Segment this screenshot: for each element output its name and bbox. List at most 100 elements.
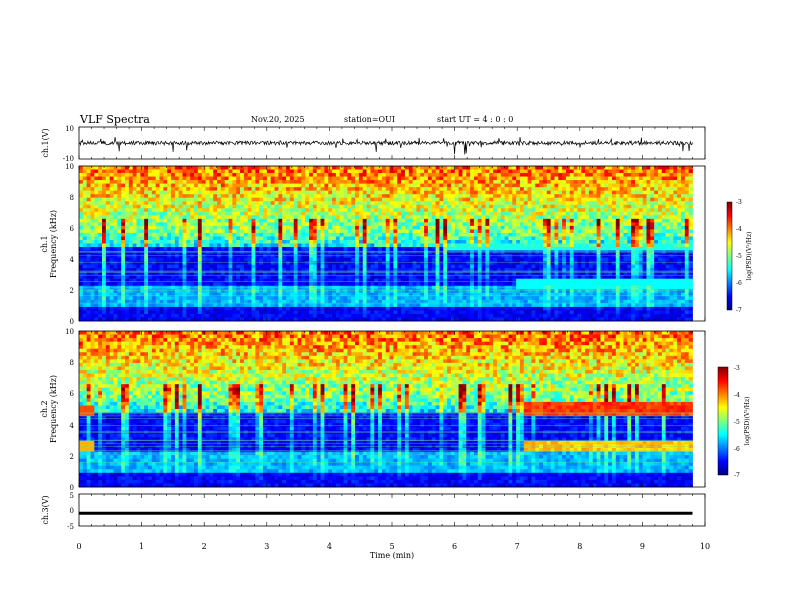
ch1-spectrogram-cell [611, 264, 617, 269]
ch1-spectrogram-cell [178, 190, 183, 195]
ch1-spectrogram-cell [190, 197, 195, 202]
ch1-spectrogram-cell [443, 176, 448, 181]
ch1-spectrogram-cell [332, 187, 337, 192]
ch1-spectrogram-cell [577, 225, 582, 230]
ch1-spectrogram-cell [650, 194, 655, 199]
ch1-spectrogram-cell [293, 243, 298, 248]
ch1-spectrogram-cell [190, 173, 195, 177]
ch1-spectrogram-cell [201, 183, 206, 188]
ch1-spectrogram-cell [611, 201, 617, 206]
ch1-spectrogram-cell [316, 204, 321, 209]
ch1-spectrogram-cell [500, 215, 505, 220]
ch1-spectrogram-cell [98, 218, 103, 223]
ch1-spectrogram-cell [519, 166, 525, 170]
ch1-spectrogram-cell [194, 243, 199, 248]
ch1-spectrogram-cell [416, 264, 421, 269]
ch1-spectrogram-cell [339, 204, 344, 209]
ch1-spectrogram-cell [94, 208, 99, 213]
ch1-spectrogram-cell [332, 236, 337, 241]
ch1-spectrogram-cell [182, 243, 187, 248]
ch1-spectrogram-cell [508, 215, 513, 220]
ch1-spectrogram-cell [301, 218, 306, 223]
ch1-spectrogram-cell [136, 183, 141, 188]
ch1-spectrogram-cell [113, 190, 118, 195]
ch1-spectrogram-cell [194, 257, 199, 262]
ch1-spectrogram-cell [121, 271, 126, 276]
ch1-spectrogram-cell [182, 166, 187, 170]
ch1-spectrogram-cell [209, 243, 214, 248]
ch1-spectrogram-cell [604, 166, 609, 170]
ch1-spectrogram-cell [412, 173, 417, 177]
ch1-spectrogram-cell [148, 183, 153, 188]
ch1-spectrogram-cell [309, 190, 314, 195]
ch1-spectrogram-cell [573, 201, 578, 206]
ch1-spectrogram-cell [278, 232, 283, 237]
ch1-spectrogram-cell [324, 236, 329, 241]
ch1-spectrogram-cell [535, 208, 540, 213]
ch1-spectrogram-cell [312, 218, 318, 223]
ch1-spectrogram-cell [657, 247, 663, 251]
ch1-spectrogram-cell [309, 197, 314, 202]
ch1-spectrogram-cell [650, 201, 655, 206]
ch1-spectrogram-cell [266, 187, 272, 192]
ch1-spectrogram-cell [247, 239, 252, 244]
ch1-spectrogram-cell [266, 232, 272, 237]
ch1-spectrogram-cell [251, 190, 256, 195]
ch1-spectrogram-cell [677, 190, 682, 195]
ch1-spectrogram-cell [531, 166, 536, 170]
ch1-spectrogram-cell [447, 261, 452, 266]
ch1-spectrogram-cell [140, 261, 145, 266]
ch1-spectrogram-cell [167, 173, 172, 177]
ch1-spectrogram-cell [673, 208, 678, 213]
ch1-spectrogram-cell [585, 187, 590, 192]
ch1-spectrogram-cell [581, 239, 586, 244]
ch1-spectrogram-cell [247, 236, 252, 241]
ch1-spectrogram-cell [669, 257, 674, 262]
ch1-spectrogram-cell [174, 225, 180, 230]
ch1-spectrogram-cell [527, 257, 532, 262]
ch1-spectrogram-cell [362, 264, 367, 269]
ch1-spectrogram-cell [454, 250, 459, 255]
ch1-spectrogram-cell [240, 183, 245, 188]
ch1-spectrogram-cell [684, 190, 690, 195]
ch1-spectrogram-cell [588, 236, 594, 241]
ch1-spectrogram-cell [186, 236, 191, 241]
ch1-spectrogram-cell [519, 211, 525, 216]
ch1-spectrogram-cell [205, 222, 210, 227]
ch1-spectrogram-cell [508, 261, 513, 266]
ch1-spectrogram-cell [665, 194, 670, 199]
ch1-spectrogram-cell [600, 218, 605, 223]
ch1-spectrogram-cell [190, 183, 195, 188]
ch1-spectrogram-cell [186, 229, 191, 234]
ch1-spectrogram-cell [542, 169, 548, 174]
ch1-spectrogram-cell [228, 271, 233, 276]
ch1-spectrogram-cell [282, 180, 287, 185]
ch1-spectrogram-cell [565, 166, 571, 170]
ch1-spectrogram-cell [608, 261, 613, 266]
ch1-spectrogram-cell [358, 201, 364, 206]
ch1-spectrogram-cell [301, 194, 306, 199]
ch1-spectrogram-cell [247, 243, 252, 248]
ch1-spectrogram-cell [473, 204, 479, 209]
ch1-spectrogram-cell [642, 180, 647, 185]
ch1-spectrogram-cell [266, 247, 272, 251]
ch1-spectrogram-cell [286, 261, 291, 266]
ch1-spectrogram-cell [650, 218, 655, 223]
ch1-spectrogram-cell [144, 190, 149, 195]
ch1-spectrogram-cell [558, 187, 563, 192]
ch1-spectrogram-cell [577, 215, 582, 220]
ch1-spectrogram-cell [638, 225, 644, 230]
ch1-spectrogram-cell [646, 176, 651, 181]
ch1-spectrogram-cell [289, 169, 295, 174]
ch1-spectrogram-cell [604, 247, 609, 251]
ch1-spectrogram-cell [79, 169, 84, 174]
ch1-spectrogram-cell [266, 211, 272, 216]
ch1-spectrogram-cell [94, 201, 99, 206]
ch1-spectrogram-cell [680, 208, 686, 213]
ch1-spectrogram-cell [592, 187, 598, 192]
ch1-spectrogram-cell [148, 173, 153, 177]
ch1-spectrogram-cell [389, 250, 394, 255]
ch1-spectrogram-cell [128, 173, 134, 177]
ch1-spectrogram-cell [174, 239, 180, 244]
ch1-spectrogram-cell [132, 225, 137, 230]
